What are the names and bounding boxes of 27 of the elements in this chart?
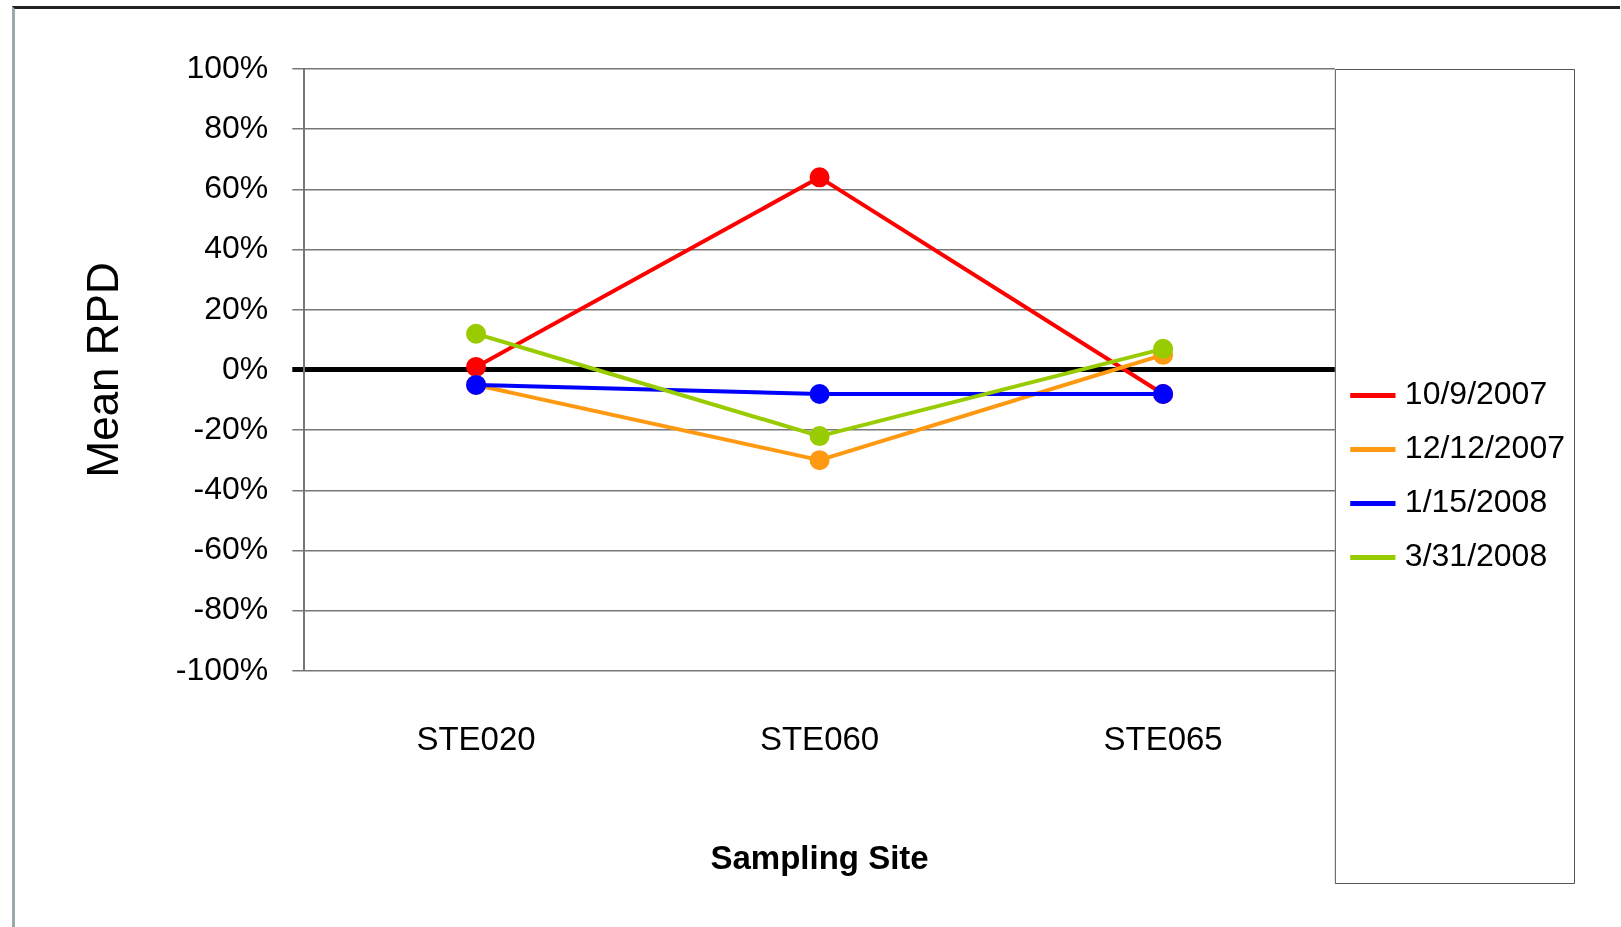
- y-tick-label: 80%: [204, 109, 269, 146]
- y-tick-label: -60%: [193, 530, 269, 567]
- y-tick-label: -100%: [175, 650, 269, 687]
- point: [1153, 338, 1174, 359]
- legend-label: 12/12/2007: [1404, 429, 1565, 466]
- y-tick-label: 60%: [204, 169, 269, 206]
- x-tick-label: STE060: [759, 719, 880, 757]
- y-tick-label: 40%: [204, 229, 269, 266]
- x-tick-label: STE020: [416, 719, 536, 757]
- y-tick-label: 100%: [186, 48, 269, 85]
- legend-label: 1/15/2008: [1404, 483, 1548, 520]
- legend-label: 10/9/2007: [1404, 375, 1548, 412]
- point: [466, 356, 487, 377]
- point: [809, 426, 830, 447]
- y-tick-label: -80%: [193, 590, 269, 627]
- y-tick-label: 0%: [222, 349, 269, 386]
- y-tick-label: -40%: [193, 470, 269, 507]
- point: [809, 167, 830, 188]
- legend-label: 3/31/2008: [1404, 537, 1548, 574]
- point: [466, 323, 487, 344]
- point: [809, 450, 830, 471]
- y-axis-title: Mean RPD: [77, 262, 127, 478]
- x-tick-label: STE065: [1103, 719, 1223, 757]
- y-tick-label: -20%: [193, 409, 269, 446]
- point: [809, 383, 830, 404]
- x-axis-title: Sampling Site: [710, 839, 929, 877]
- y-tick-label: 20%: [204, 289, 269, 326]
